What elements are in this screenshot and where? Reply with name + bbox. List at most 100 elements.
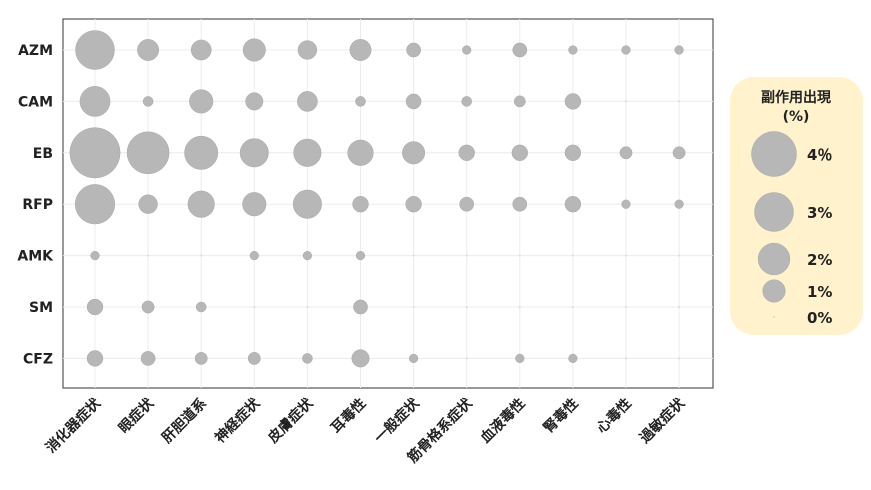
bubble [75, 30, 115, 70]
bubble [86, 350, 104, 367]
bubble [511, 144, 529, 162]
bubble [69, 127, 121, 179]
bubble [189, 89, 214, 114]
bubble [672, 146, 686, 160]
bubble [187, 190, 215, 218]
bubble [625, 357, 627, 360]
bubble [242, 192, 267, 217]
bubble [293, 138, 322, 167]
bubble [619, 146, 633, 160]
bubble [405, 195, 422, 213]
legend-bubble [754, 192, 794, 232]
bubble [513, 95, 526, 108]
x-tick-label: 肝胆道系 [158, 395, 210, 447]
bubble [568, 353, 578, 364]
y-tick-label: CAM [18, 94, 53, 110]
legend-bubble [762, 279, 786, 303]
bubble [678, 254, 681, 257]
bubble [564, 93, 582, 110]
bubble [458, 144, 475, 162]
bubble [465, 306, 468, 308]
bubble [462, 45, 472, 55]
bubble [239, 138, 269, 168]
x-tick-label: 消化器症状 [42, 394, 104, 456]
legend-bubble [751, 131, 797, 177]
x-tick-label: 神経症状 [212, 394, 264, 446]
x-tick-label: 心毒性 [593, 395, 635, 437]
bubble [352, 195, 369, 213]
x-tick-label: 皮膚症状 [264, 394, 317, 447]
bubble [465, 254, 468, 257]
bubble [678, 357, 681, 360]
bubble [459, 196, 475, 212]
bubble [621, 199, 631, 209]
bubble [571, 254, 574, 257]
bubble [195, 301, 207, 313]
bubble [564, 144, 582, 162]
bubble [347, 139, 374, 166]
bubble [74, 184, 116, 225]
bubble [355, 250, 366, 261]
bubble [674, 199, 684, 209]
bubble [402, 141, 426, 165]
bubble [512, 42, 528, 58]
bubble [518, 254, 521, 257]
bubble [90, 250, 100, 261]
bubble [406, 42, 421, 58]
y-tick-label: SM [29, 300, 53, 316]
y-tick-label: CFZ [23, 351, 53, 367]
bubble [242, 38, 266, 62]
x-tick-label: 腎毒性 [540, 395, 582, 437]
bubble [678, 100, 681, 103]
x-tick-label: 血液毒性 [477, 395, 529, 447]
bubble [465, 357, 468, 360]
legend-label: 3% [807, 204, 832, 222]
bubble [86, 298, 104, 316]
x-tick-label: 耳毒性 [328, 395, 370, 437]
plot-area [62, 18, 714, 389]
bubble [247, 351, 261, 365]
bubble [625, 254, 627, 257]
bubble [292, 189, 322, 219]
bubble [302, 250, 313, 261]
bubble [568, 45, 578, 55]
bubble [355, 96, 366, 107]
bubble [351, 349, 370, 368]
bubble [564, 195, 582, 213]
bubble [461, 96, 472, 107]
bubble [138, 194, 158, 214]
x-tick-label: 過敏症状 [636, 394, 689, 447]
bubble [142, 96, 154, 107]
bubble [349, 39, 372, 61]
bubble [306, 306, 309, 308]
bubble [518, 306, 521, 308]
bubble [302, 353, 313, 364]
y-tick-label: AMK [17, 249, 54, 265]
bubble [678, 306, 681, 308]
bubble [515, 353, 525, 364]
bubble [140, 351, 156, 366]
y-tick-label: RFP [22, 197, 53, 213]
bubble [405, 93, 422, 110]
legend-bubble [757, 242, 791, 276]
bubble [147, 254, 150, 257]
y-tick-label: AZM [18, 43, 53, 59]
bubble [253, 306, 256, 308]
bubble [512, 196, 528, 212]
bubble [184, 135, 219, 170]
bubble [412, 306, 415, 308]
bubble [412, 254, 415, 257]
bubble [137, 39, 160, 61]
bubble [190, 39, 212, 61]
legend-label: 0% [807, 309, 832, 327]
bubble [621, 45, 631, 55]
bubble [126, 131, 170, 175]
x-tick-label: 一般症状 [371, 394, 423, 446]
legend-label: 1% [807, 283, 832, 301]
bubble [571, 306, 574, 308]
x-tick-label: 眼症状 [115, 394, 157, 436]
bubble [674, 45, 684, 55]
bubble [625, 306, 627, 308]
bubble [194, 351, 208, 365]
